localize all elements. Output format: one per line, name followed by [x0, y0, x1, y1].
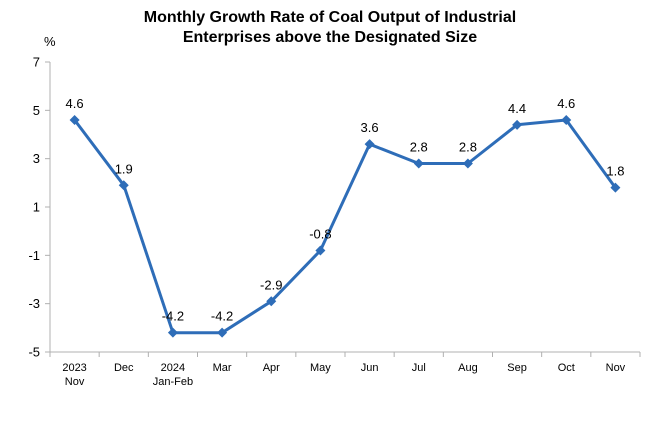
data-label: -0.8	[309, 227, 331, 242]
x-tick-label: Dec	[114, 362, 134, 374]
data-point-marker	[167, 327, 178, 338]
data-point-marker	[217, 327, 228, 338]
data-label: 4.6	[557, 96, 575, 111]
data-point-marker	[266, 296, 277, 307]
chart-title: Monthly Growth Rate of Coal Output of In…	[0, 8, 660, 48]
data-point-marker	[69, 115, 80, 125]
y-tick-label: 3	[33, 151, 40, 166]
data-label: 4.4	[508, 101, 526, 116]
data-point-marker	[413, 158, 424, 169]
data-label: 2.8	[410, 140, 428, 155]
y-tick-label: -3	[28, 296, 40, 311]
data-label: 2.8	[459, 140, 477, 155]
data-point-marker	[561, 115, 572, 125]
y-axis-unit-label: %	[44, 34, 56, 49]
chart-title-line-2: Enterprises above the Designated Size	[182, 29, 478, 46]
data-point-marker	[610, 182, 621, 193]
y-ticks: 7 5 3 1 -1 -3 -5	[28, 55, 50, 360]
x-tick-label: Mar	[213, 362, 232, 374]
x-tick-label: Jul	[412, 362, 426, 374]
y-tick-label: 1	[33, 200, 40, 215]
y-tick-label: 7	[33, 55, 40, 70]
data-label: 4.6	[66, 96, 84, 111]
y-tick-label: -5	[28, 345, 40, 360]
data-label: 1.9	[115, 161, 133, 176]
x-tick-label: Oct	[558, 362, 575, 374]
data-point-marker	[118, 180, 129, 191]
x-tick-label: Nov	[65, 376, 85, 388]
x-tick-label: Aug	[458, 362, 478, 374]
x-tick-label: Apr	[263, 362, 280, 374]
data-label: 3.6	[361, 120, 379, 135]
data-point-marker	[364, 139, 375, 150]
series-line	[73, 118, 617, 335]
x-ticks: 2023 Nov Dec 2024 Jan-Feb Mar Apr May Jun Jul Aug S…	[49, 352, 641, 388]
x-tick-label: Jan-Feb	[153, 376, 193, 388]
y-tick-label: 5	[33, 103, 40, 118]
data-label: 1.8	[606, 164, 624, 179]
series-markers	[69, 115, 621, 338]
chart-title-line-1: Monthly Growth Rate of Coal Output of In…	[143, 9, 517, 26]
data-point-marker	[462, 158, 473, 169]
x-tick-label: 2024	[161, 362, 185, 374]
data-labels: 4.6 1.9 -4.2 -4.2 -2.9 -0.8 3.6 2.8 2.8 4.4 4.6 1.8	[66, 96, 625, 324]
data-point-marker	[512, 119, 523, 130]
data-point-marker	[315, 245, 326, 256]
data-label: -2.9	[260, 277, 282, 292]
x-tick-label: Nov	[606, 362, 626, 374]
x-tick-label: May	[310, 362, 331, 374]
x-tick-label: Jun	[361, 362, 379, 374]
data-label: -4.2	[211, 309, 233, 324]
x-tick-label: Sep	[507, 362, 527, 374]
data-label: -4.2	[162, 309, 184, 324]
x-tick-label: 2023	[62, 362, 86, 374]
y-tick-label: -1	[28, 248, 40, 263]
